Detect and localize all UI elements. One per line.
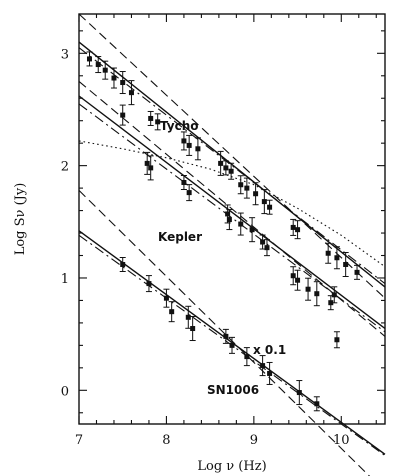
data-point [186, 190, 192, 196]
data-point [354, 269, 360, 275]
y-axis-label: Log Sν (Jy) [13, 183, 28, 256]
data-point [120, 261, 126, 267]
data-point [155, 119, 161, 125]
data-point [331, 292, 337, 298]
data-point [238, 182, 244, 188]
x-tick-label: 9 [250, 433, 258, 448]
data-point [260, 239, 266, 245]
data-point [314, 401, 320, 407]
data-point [95, 62, 101, 68]
data-point [267, 370, 273, 376]
annotation-scale: x 0.1 [253, 343, 286, 357]
data-points [86, 51, 361, 412]
data-point [260, 363, 266, 369]
annotation-tycho: Tycho [160, 119, 198, 133]
data-point [144, 160, 150, 166]
x-tick-label: 7 [75, 433, 83, 448]
data-point [244, 185, 250, 191]
y-tick-label: 1 [61, 272, 69, 287]
data-point [295, 277, 301, 283]
data-point [128, 90, 134, 96]
axis-ticks: 7 8 9 10 0 1 2 3 [61, 14, 385, 448]
data-point [146, 281, 152, 287]
data-point [296, 390, 302, 396]
data-point [295, 227, 301, 233]
data-point [120, 112, 126, 118]
data-point [290, 224, 296, 230]
data-point [238, 221, 244, 227]
data-point [325, 250, 331, 256]
data-point [148, 115, 154, 121]
data-point [223, 165, 229, 171]
data-point [328, 300, 334, 306]
fit-line-dashdot [78, 103, 386, 333]
fit-line-solid [78, 95, 386, 330]
data-point [290, 273, 296, 279]
x-axis-label: Log ν (Hz) [197, 459, 266, 474]
data-point [86, 56, 92, 62]
data-point [228, 168, 234, 174]
data-point [223, 333, 229, 339]
data-point [261, 199, 267, 205]
data-point [218, 160, 224, 166]
y-tick-label: 2 [61, 160, 69, 175]
data-point [181, 138, 187, 144]
data-point [195, 146, 201, 152]
data-point [102, 67, 108, 73]
data-point [120, 80, 126, 86]
y-tick-label: 3 [61, 47, 69, 62]
data-point [229, 342, 235, 348]
data-point [334, 255, 340, 261]
data-point [163, 295, 169, 301]
data-point [226, 217, 232, 223]
fit-line-dashdot [78, 47, 386, 285]
data-point [186, 142, 192, 148]
annotation-sn1006: SN1006 [207, 383, 259, 397]
fit-line-solid [78, 41, 386, 288]
data-point [305, 286, 311, 292]
data-point [343, 261, 349, 267]
fit-line-dotted [78, 140, 386, 268]
data-point [253, 191, 259, 197]
plot-frame [78, 13, 386, 425]
data-point [267, 204, 273, 210]
fit-line-dashed [78, 80, 386, 337]
data-point [181, 179, 187, 185]
data-point [148, 165, 154, 171]
data-point [314, 291, 320, 297]
data-point [244, 354, 250, 360]
data-point [249, 227, 255, 233]
data-point [225, 211, 231, 217]
y-tick-label: 0 [61, 384, 69, 399]
annotation-kepler: Kepler [158, 230, 202, 244]
fit-lines [78, 13, 386, 476]
data-point [264, 245, 270, 251]
data-point [169, 309, 175, 315]
data-point [190, 326, 196, 332]
x-tick-label: 8 [162, 433, 170, 448]
x-tick-label: 10 [333, 433, 350, 448]
data-point [185, 314, 191, 320]
data-point [111, 75, 117, 81]
data-point [334, 337, 340, 343]
